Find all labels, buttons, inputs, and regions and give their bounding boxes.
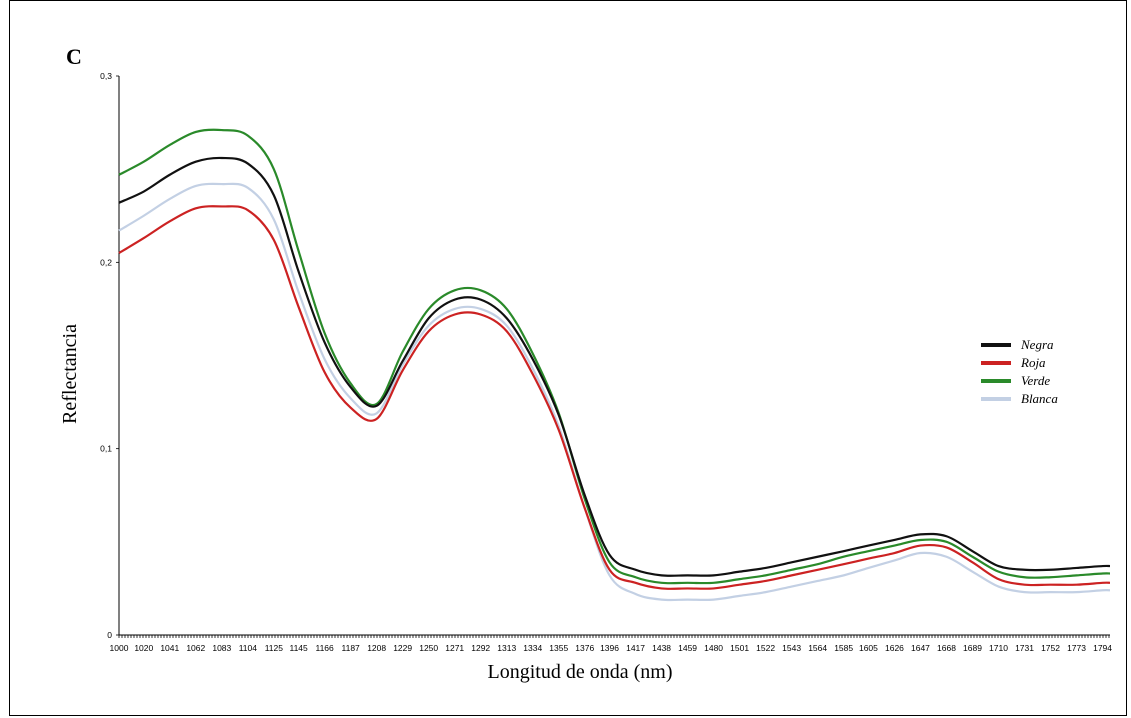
- x-tick-label: 1417: [626, 643, 645, 653]
- x-tick-label: 1292: [471, 643, 490, 653]
- x-tick-label: 1229: [393, 643, 412, 653]
- x-tick-label: 1355: [549, 643, 568, 653]
- series-line-roja: [118, 205, 1111, 590]
- x-tick-label: 1752: [1041, 643, 1060, 653]
- x-tick-label: 1208: [367, 643, 386, 653]
- x-tick-label: 1480: [704, 643, 723, 653]
- y-axis-title: Reflectancia: [59, 324, 81, 424]
- legend-label-blanca: Blanca: [1021, 391, 1058, 406]
- x-tick-label: 1731: [1015, 643, 1034, 653]
- x-tick-label: 1605: [859, 643, 878, 653]
- y-tick-label: 0,2: [100, 257, 112, 267]
- x-tick-label: 1313: [497, 643, 516, 653]
- x-tick-label: 1543: [782, 643, 801, 653]
- x-tick-label: 1710: [989, 643, 1008, 653]
- y-tick-label: 0: [107, 630, 112, 640]
- x-tick-label: 1773: [1067, 643, 1086, 653]
- x-tick-label: 1041: [160, 643, 179, 653]
- x-tick-label: 1250: [419, 643, 438, 653]
- x-tick-label: 1271: [445, 643, 464, 653]
- legend-label-negra: Negra: [1020, 337, 1054, 352]
- y-tick-label: 0,1: [100, 444, 112, 454]
- chart-axes: [118, 76, 1110, 638]
- x-tick-label: 1438: [652, 643, 671, 653]
- y-tick-label: 0,3: [100, 71, 112, 81]
- panel-label: C: [66, 44, 82, 69]
- x-tick-label: 1083: [212, 643, 231, 653]
- x-tick-label: 1396: [600, 643, 619, 653]
- x-tick-label: 1376: [575, 643, 594, 653]
- x-tick-label: 1125: [265, 643, 284, 653]
- legend: Negra Roja Verde Blanca: [981, 337, 1058, 406]
- x-tick-label: 1647: [911, 643, 930, 653]
- legend-label-roja: Roja: [1020, 355, 1046, 370]
- x-axis-title: Longitud de onda (nm): [488, 661, 673, 683]
- x-tick-label: 1585: [834, 643, 853, 653]
- x-tick-label: 1522: [756, 643, 775, 653]
- series-line-negra: [118, 156, 1111, 577]
- x-tick-label: 1626: [885, 643, 904, 653]
- series-line-verde: [118, 128, 1111, 585]
- legend-label-verde: Verde: [1021, 373, 1050, 388]
- x-tick-label: 1000: [110, 643, 129, 653]
- x-tick-label: 1062: [186, 643, 205, 653]
- x-tick-label: 1145: [289, 643, 308, 653]
- x-tick-label: 1501: [730, 643, 749, 653]
- x-tick-label: 1166: [315, 643, 334, 653]
- series-lines: [118, 128, 1111, 602]
- x-tick-label: 1459: [678, 643, 697, 653]
- y-tick-labels: 0 0,1 0,2 0,3: [100, 71, 119, 640]
- series-line-blanca: [118, 182, 1111, 602]
- x-tick-label: 1334: [523, 643, 542, 653]
- figure-frame: [9, 0, 1127, 716]
- x-tick-label: 1794: [1093, 643, 1112, 653]
- x-tick-label: 1020: [134, 643, 153, 653]
- x-tick-label: 1668: [937, 643, 956, 653]
- x-tick-label: 1187: [342, 643, 361, 653]
- x-tick-label: 1564: [808, 643, 827, 653]
- x-tick-labels: 1000 1020 1041 1062 1083 1104 1125 1145 1166 1187…: [110, 643, 1113, 653]
- x-tick-label: 1689: [963, 643, 982, 653]
- x-tick-label: 1104: [239, 643, 258, 653]
